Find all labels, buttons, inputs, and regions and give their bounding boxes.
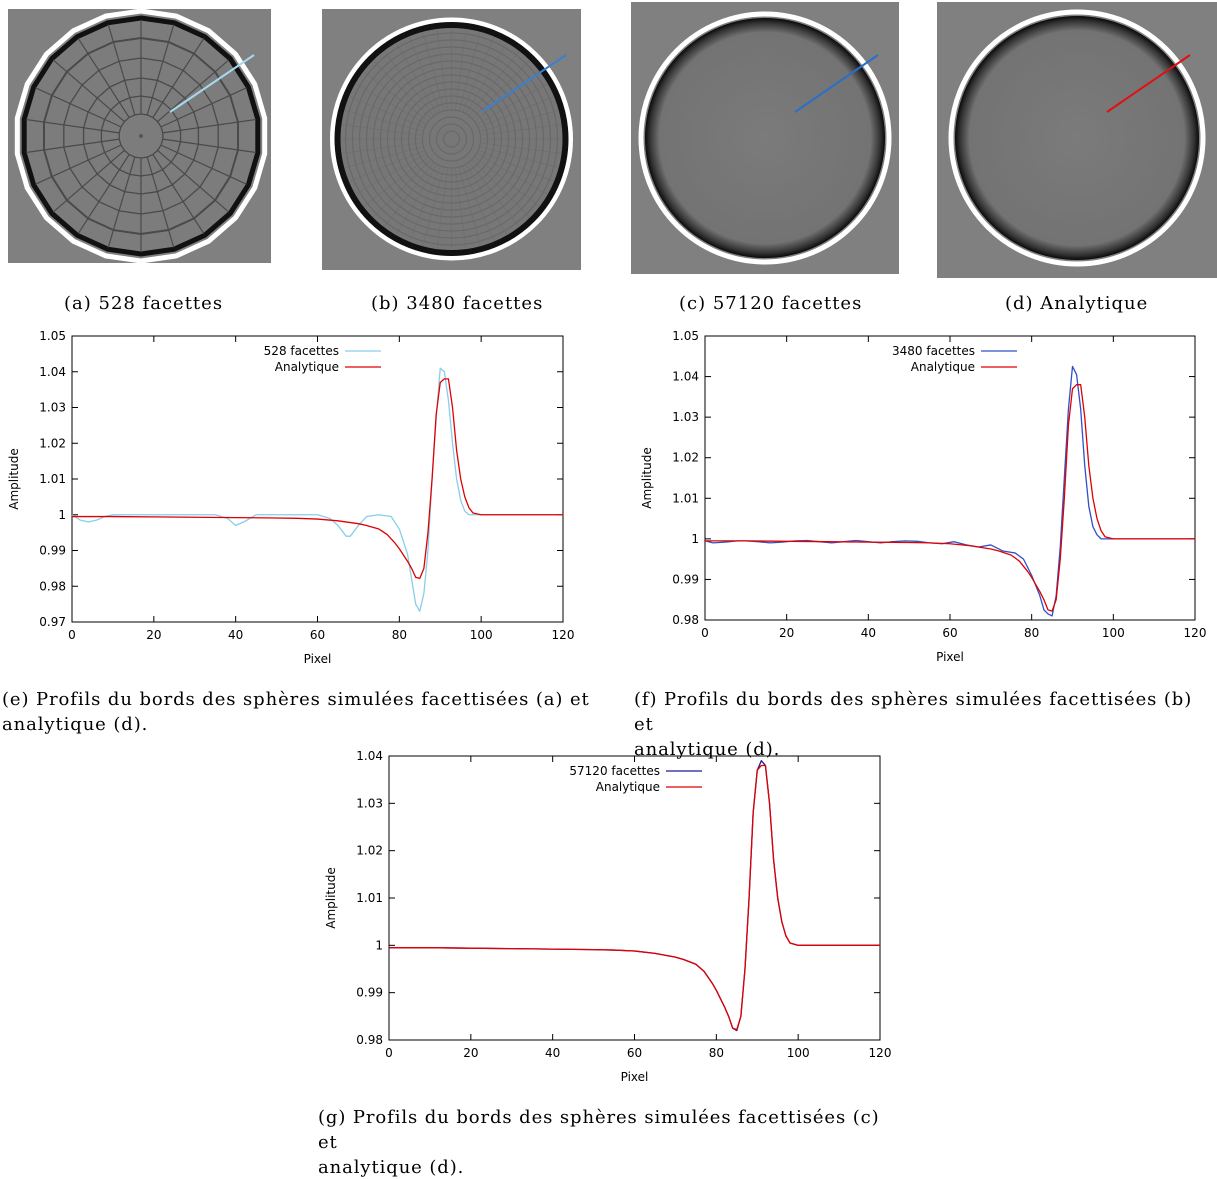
chart-f-xtick-label: 20	[779, 626, 794, 640]
chart-e-xtick-label: 0	[68, 628, 76, 642]
caption-f: (f) Profils du bords des sphères simulée…	[634, 687, 1217, 762]
chart-g-xtick-label: 60	[627, 1046, 642, 1060]
chart-e-xtick-label: 60	[310, 628, 325, 642]
chart-f-ytick-label: 0.98	[672, 613, 699, 627]
caption-e: (e) Profils du bords des sphères simulée…	[2, 687, 592, 737]
profile-chart-f: 0.98 0.99 1 1.01 1.02 1.03 1.04 1.05 0 20 40 60 80 10…	[640, 329, 1207, 664]
chart-f-series-facettes-line	[704, 365, 1195, 617]
chart-f-ytick-label: 1.01	[672, 491, 699, 505]
chart-f-series-analytique-line	[705, 384, 1195, 612]
sphere-image-d	[937, 2, 1217, 278]
chart-g-ytick-label: 0.98	[356, 1033, 383, 1047]
chart-g-ytick-label: 1.02	[356, 844, 383, 858]
profile-line-a	[169, 54, 255, 113]
profile-chart-e: 0.97 0.98 0.99 1 1.01 1.02 1.03 1.04 1.05 0 20 40 60…	[7, 329, 575, 666]
chart-f-xtick-label: 0	[701, 626, 709, 640]
chart-e-legend-label: Analytique	[275, 360, 339, 374]
chart-e-xtick-label: 120	[552, 628, 575, 642]
chart-f-ytick-label: 1.02	[672, 451, 699, 465]
caption-e-line1: (e) Profils du bords des sphères simulée…	[2, 689, 590, 710]
sphere-image-a	[8, 9, 271, 263]
chart-g-xtick-label: 40	[545, 1046, 560, 1060]
chart-g-xtick-label: 120	[869, 1046, 892, 1060]
caption-f-line2: analytique (d).	[634, 739, 781, 760]
chart-e-ytick-label: 1.01	[39, 472, 66, 486]
chart-e-ytick-label: 0.97	[39, 615, 66, 629]
chart-f-ytick-label: 1.04	[672, 370, 699, 384]
caption-d: (d) Analytique	[1005, 293, 1149, 314]
chart-g-series-analytique-line	[389, 764, 880, 1031]
caption-g: (g) Profils du bords des sphères simulée…	[318, 1105, 903, 1180]
profile-chart-g: 0.98 0.99 1 1.01 1.02 1.03 1.04 0 20 40 60 80 100 120…	[324, 749, 892, 1084]
chart-f-ytick-label: 1.05	[672, 329, 699, 343]
chart-f-ytick-label: 1	[691, 532, 699, 546]
chart-g-ytick-label: 1	[375, 938, 383, 952]
caption-e-line2: analytique (d).	[2, 714, 149, 735]
chart-e-ytick-label: 0.99	[39, 544, 66, 558]
chart-e-ytick-label: 1.04	[39, 365, 66, 379]
chart-g-legend-label: 57120 facettes	[569, 764, 660, 778]
chart-g-ytick-label: 1.03	[356, 796, 383, 810]
caption-f-line1: (f) Profils du bords des sphères simulée…	[634, 689, 1193, 735]
chart-g-xtick-label: 80	[709, 1046, 724, 1060]
chart-g-legend-label: Analytique	[596, 780, 660, 794]
chart-e-ytick-label: 1	[58, 508, 66, 522]
chart-e-xtick-label: 100	[470, 628, 493, 642]
chart-e-xtick-label: 40	[228, 628, 243, 642]
caption-g-line1: (g) Profils du bords des sphères simulée…	[318, 1107, 880, 1153]
chart-f-legend-label: 3480 facettes	[892, 344, 975, 358]
chart-e-xtick-label: 20	[146, 628, 161, 642]
chart-g-ylabel: Amplitude	[324, 867, 338, 929]
chart-g-plot-frame	[388, 755, 881, 1041]
chart-e-xtick-label: 80	[392, 628, 407, 642]
caption-c: (c) 57120 facettes	[679, 293, 863, 314]
chart-f-ytick-label: 0.99	[672, 572, 699, 586]
chart-g-xtick-label: 100	[787, 1046, 810, 1060]
chart-g-ytick-label: 1.04	[356, 749, 383, 763]
chart-f-ylabel: Amplitude	[640, 447, 654, 509]
chart-g-xlabel: Pixel	[621, 1070, 649, 1084]
caption-a: (a) 528 facettes	[64, 293, 224, 314]
profile-line-d	[1106, 54, 1191, 113]
chart-e-ylabel: Amplitude	[7, 448, 21, 510]
profile-line-c	[794, 54, 879, 113]
caption-b: (b) 3480 facettes	[371, 293, 544, 314]
caption-g-line2: analytique (d).	[318, 1157, 465, 1178]
chart-f-xtick-label: 80	[1024, 626, 1039, 640]
chart-f-legend-label: Analytique	[911, 360, 975, 374]
chart-f-xtick-label: 120	[1184, 626, 1207, 640]
chart-e-ytick-label: 1.02	[39, 436, 66, 450]
chart-g-xtick-label: 0	[385, 1046, 393, 1060]
chart-g-ytick-label: 0.99	[356, 986, 383, 1000]
chart-f-plot-frame	[704, 335, 1196, 621]
sphere-image-b	[322, 9, 581, 270]
chart-g-series-facettes-line	[389, 760, 880, 1032]
chart-f-xtick-label: 60	[942, 626, 957, 640]
chart-e-series-facettes-line	[71, 367, 563, 612]
chart-f-xtick-label: 100	[1102, 626, 1125, 640]
chart-e-plot-frame	[71, 335, 564, 623]
chart-e-ytick-label: 0.98	[39, 579, 66, 593]
chart-e-ytick-label: 1.03	[39, 401, 66, 415]
chart-e-ytick-label: 1.05	[39, 329, 66, 343]
chart-g-ytick-label: 1.01	[356, 891, 383, 905]
chart-f-xlabel: Pixel	[936, 650, 964, 664]
chart-g-xtick-label: 20	[463, 1046, 478, 1060]
chart-e-series-analytique-line	[72, 378, 563, 580]
chart-e-legend-label: 528 facettes	[264, 344, 339, 358]
profile-line-b	[482, 54, 567, 112]
chart-f-xtick-label: 40	[861, 626, 876, 640]
sphere-image-c	[631, 2, 899, 274]
chart-e-xlabel: Pixel	[304, 652, 332, 666]
chart-f-ytick-label: 1.03	[672, 410, 699, 424]
